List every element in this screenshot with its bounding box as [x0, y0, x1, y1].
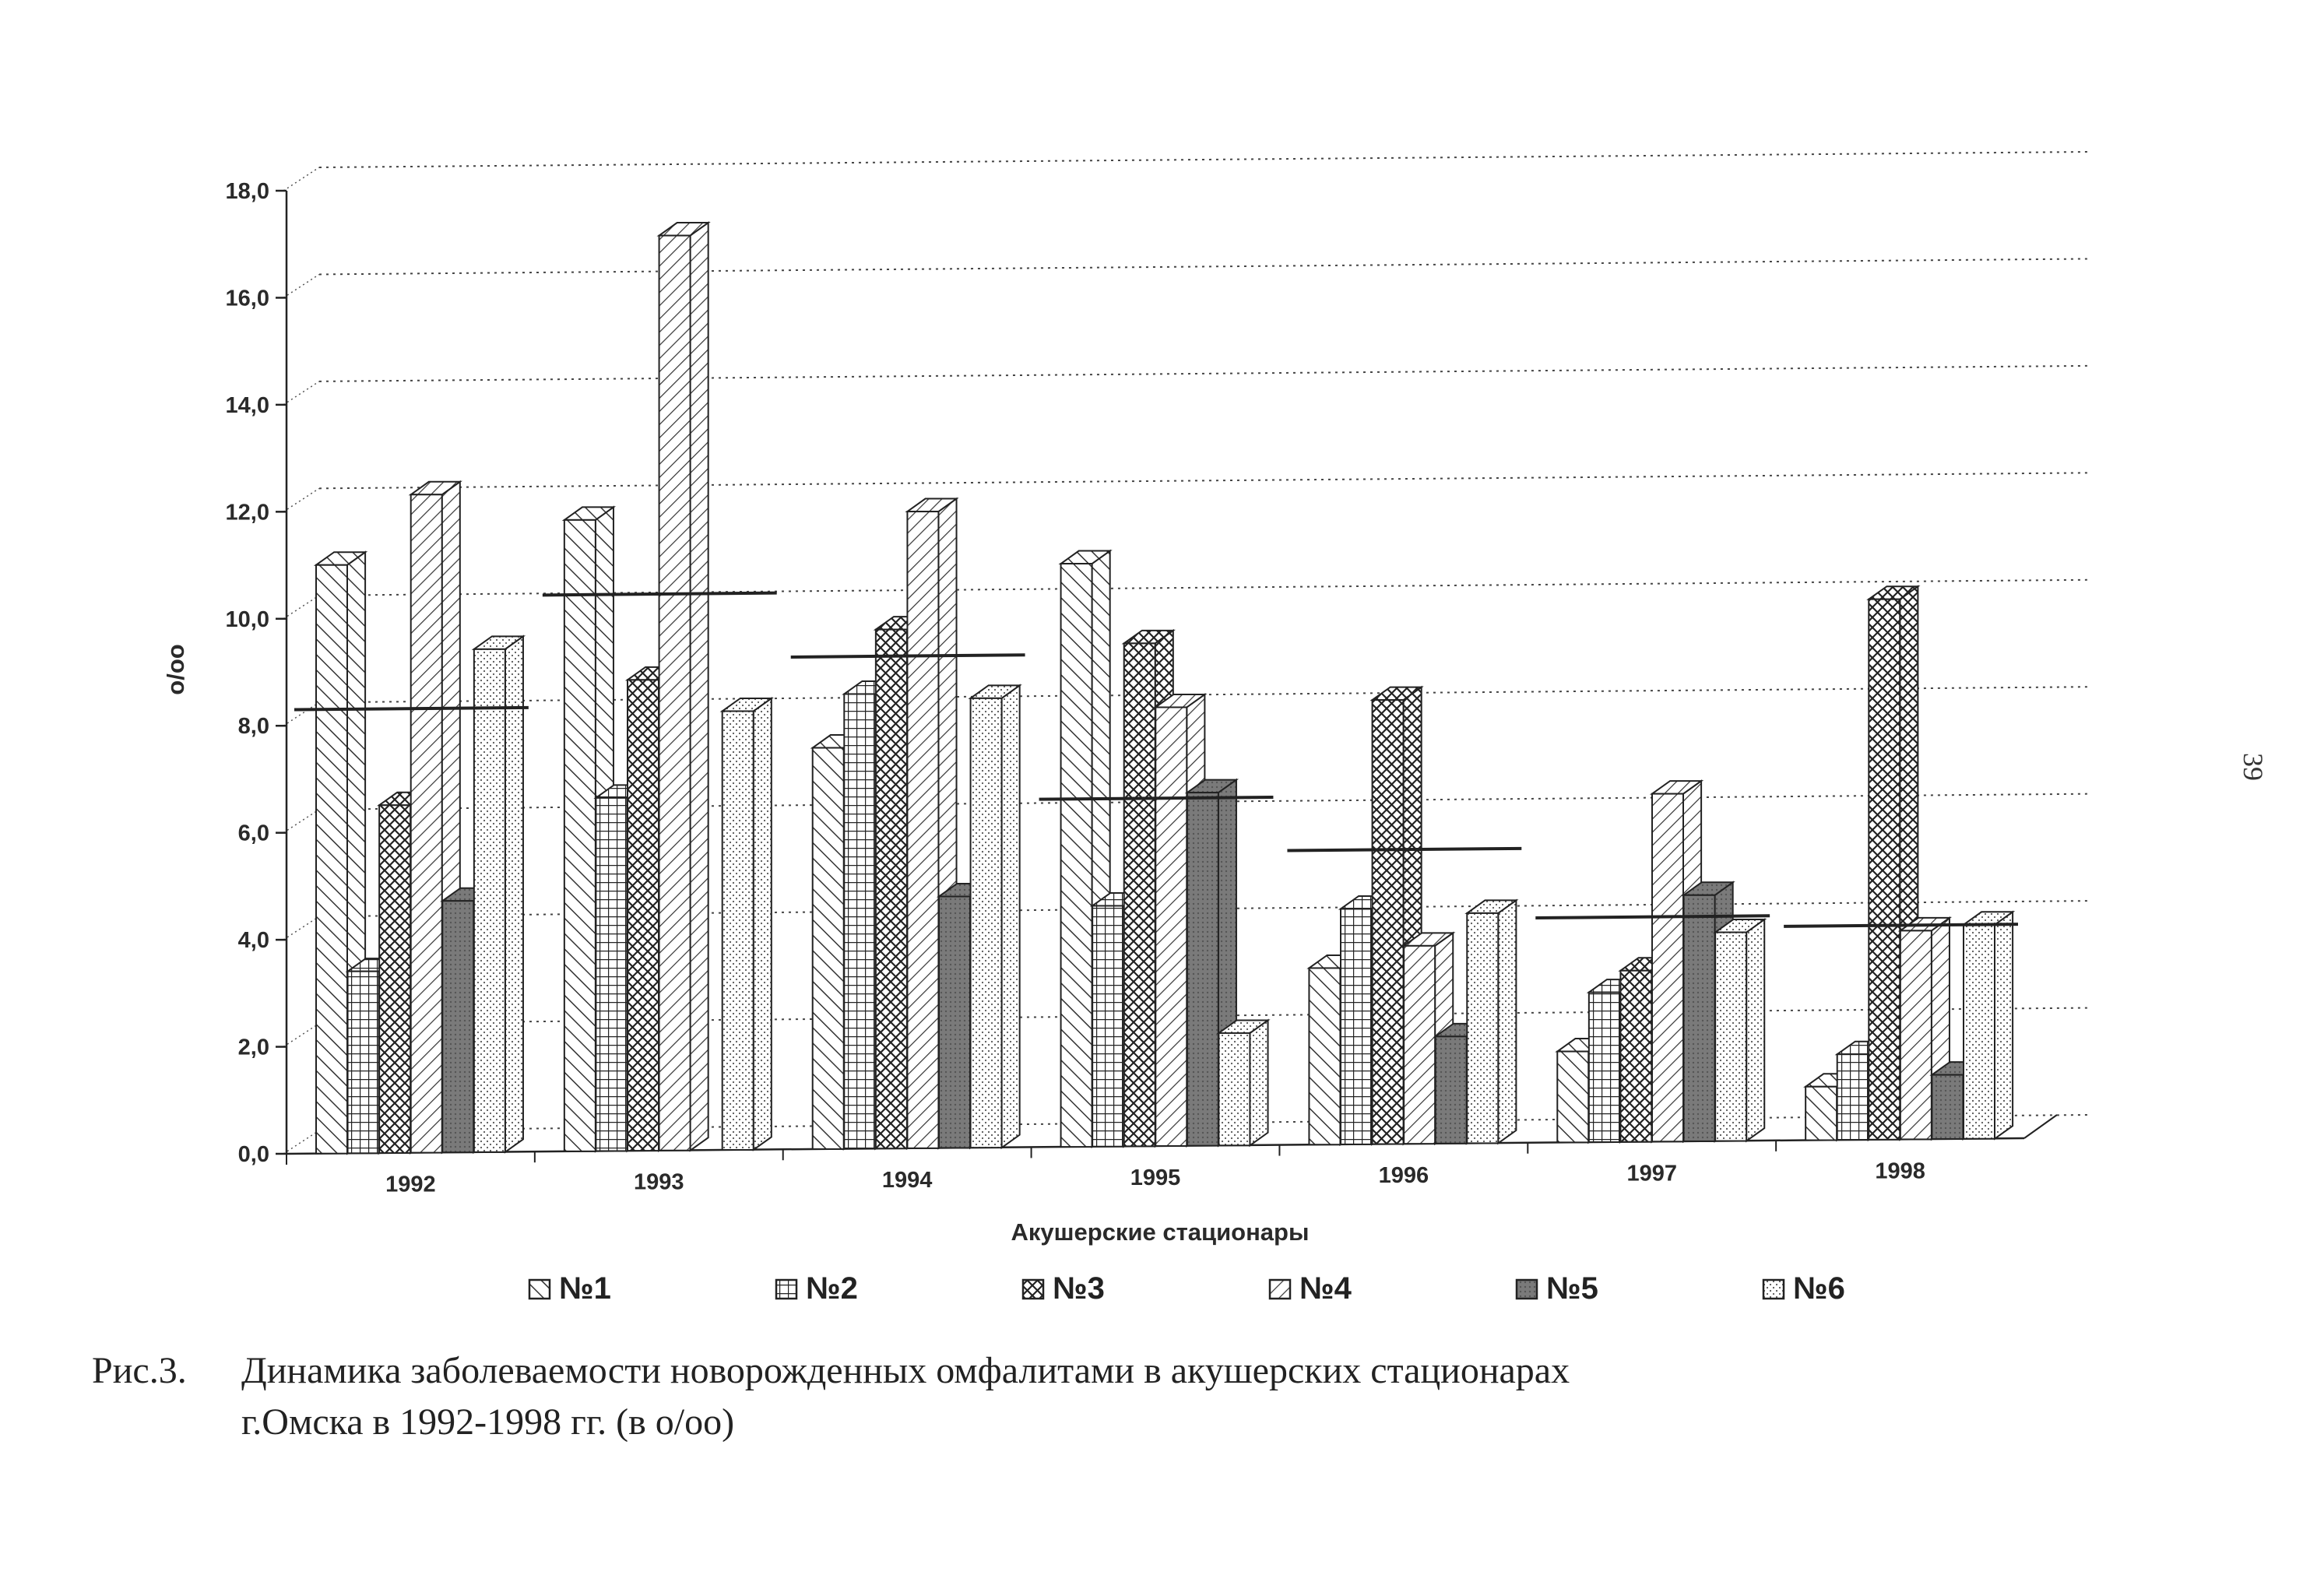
caption-prefix: Рис.3.: [92, 1350, 187, 1391]
average-lines: [294, 591, 2019, 928]
gridline-side: [283, 916, 320, 940]
gridline-side: [283, 381, 320, 406]
bar: [1216, 1018, 1271, 1148]
legend-swatch: [1762, 1278, 1785, 1300]
x-tick-label: 1998: [1875, 1158, 1925, 1183]
x-axis-title: Акушерские стационары: [1011, 1218, 1310, 1246]
x-tick-label: 1996: [1379, 1163, 1429, 1188]
bar: [1058, 549, 1113, 1149]
y-tick-label: 18,0: [226, 179, 269, 204]
y-tick-label: 2,0: [238, 1035, 269, 1060]
y-tick-label: 14,0: [226, 393, 269, 418]
legend-label: №5: [1546, 1271, 1598, 1306]
bars: [313, 221, 2016, 1155]
bar: [968, 684, 1022, 1150]
y-tick-label: 8,0: [238, 714, 269, 739]
y-axis-title: o/oo: [162, 644, 189, 694]
page-number: 39: [2238, 753, 2269, 781]
average-line: [1287, 846, 1522, 852]
x-tick-label: 1994: [882, 1168, 933, 1193]
y-tick-label: 16,0: [226, 286, 269, 311]
y-tick-label: 4,0: [238, 928, 269, 953]
gridline-side: [283, 273, 320, 299]
legend-label: №3: [1053, 1271, 1105, 1306]
legend-item: №4: [1268, 1271, 1352, 1306]
legend-swatch: [1021, 1278, 1045, 1300]
gridline-side: [283, 701, 320, 726]
x-tick-label: 1997: [1626, 1161, 1677, 1186]
gridline-side: [283, 1022, 320, 1048]
legend-item: №5: [1515, 1271, 1598, 1306]
average-line: [294, 705, 529, 712]
legend-item: №6: [1762, 1271, 1845, 1306]
bar: [1960, 910, 2016, 1141]
legend-item: №2: [775, 1271, 858, 1306]
gridline: [318, 472, 2089, 490]
legend-swatch: [1515, 1278, 1538, 1300]
gridline-side: [283, 1130, 320, 1155]
average-line: [1784, 923, 2019, 928]
caption-line-1: Динамика заболеваемости новорожденных ом…: [241, 1350, 1570, 1391]
y-tick-label: 6,0: [238, 821, 269, 846]
x-tick-label: 1992: [385, 1172, 436, 1197]
gridline-side: [283, 167, 320, 192]
legend-item: №1: [528, 1271, 611, 1306]
legend-label: №6: [1793, 1271, 1845, 1306]
gridline: [318, 258, 2089, 276]
x-tick-label: 1995: [1130, 1165, 1181, 1190]
bar: [719, 697, 774, 1151]
gridline-side: [283, 595, 320, 620]
legend-item: №3: [1021, 1271, 1105, 1306]
y-tick-label: 0,0: [238, 1142, 269, 1167]
bar: [656, 221, 711, 1152]
average-line: [1039, 795, 1274, 801]
legend-label: №4: [1299, 1271, 1352, 1306]
bar: [1713, 918, 1767, 1143]
average-line: [790, 653, 1025, 659]
gridline: [318, 364, 2089, 382]
x-tick-label: 1993: [634, 1170, 684, 1195]
floor-edge: [2023, 1114, 2058, 1139]
gridline-side: [283, 487, 320, 512]
y-tick-label: 10,0: [226, 607, 269, 632]
bar: [471, 635, 526, 1154]
caption-line-2: г.Омска в 1992-1998 гг. (в о/оо): [241, 1401, 735, 1443]
legend-swatch: [1268, 1278, 1292, 1300]
bar: [1464, 898, 1519, 1145]
y-tick-label: 12,0: [226, 500, 269, 525]
legend-swatch: [775, 1278, 798, 1300]
gridline: [318, 151, 2089, 168]
average-line: [1535, 914, 1770, 919]
legend: №1 №2 №3 №4 №5 №6: [528, 1271, 1845, 1306]
legend-swatch: [528, 1278, 551, 1300]
average-line: [542, 591, 777, 597]
legend-label: №2: [806, 1271, 858, 1306]
legend-label: №1: [559, 1271, 611, 1306]
gridline-side: [283, 809, 320, 834]
